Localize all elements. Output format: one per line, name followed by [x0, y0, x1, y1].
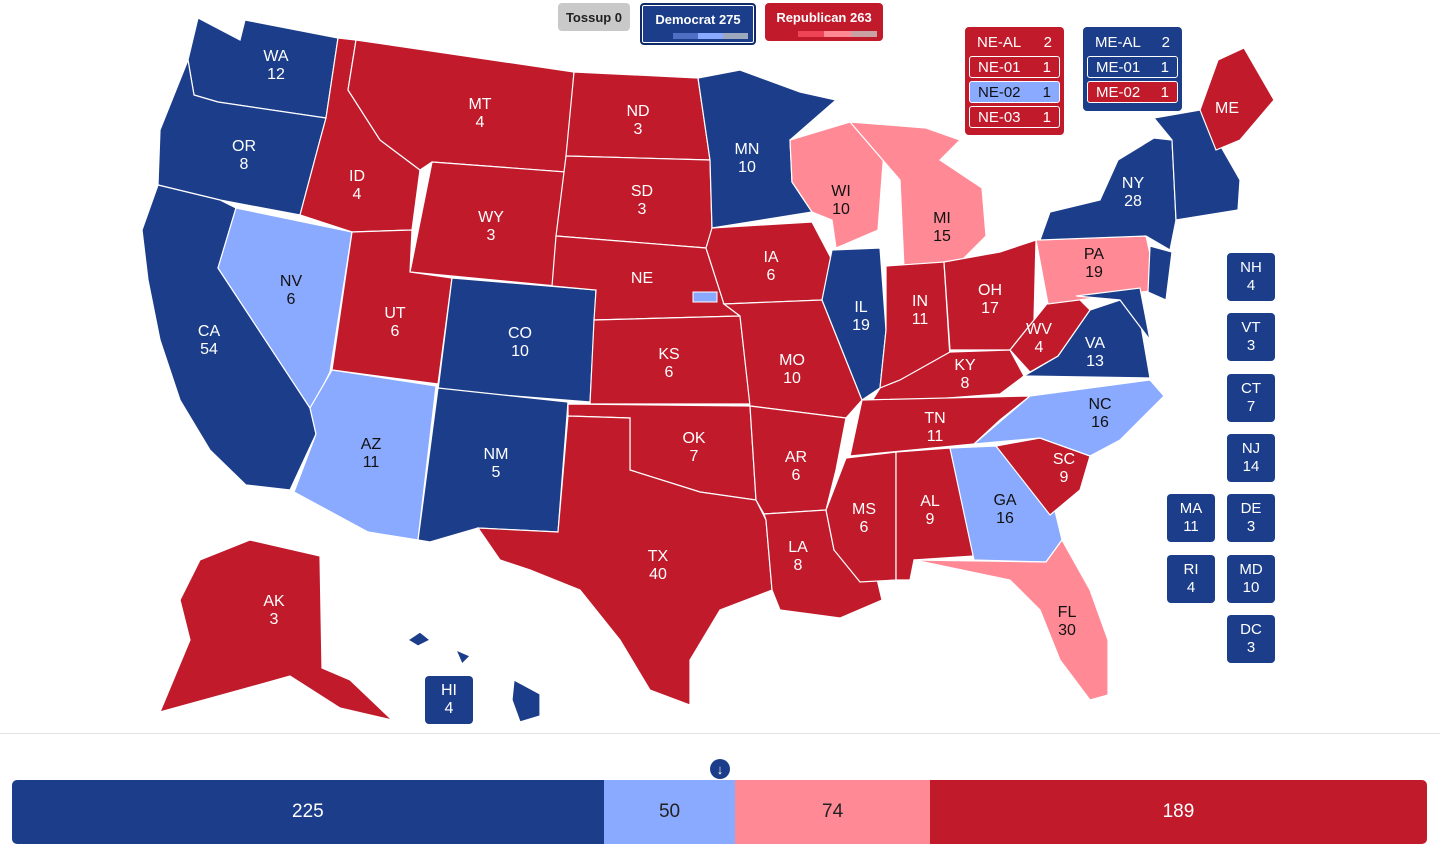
- tile-electoral-votes: 10: [1242, 579, 1260, 596]
- district-votes: 1: [1160, 83, 1169, 101]
- state-nj[interactable]: [1147, 245, 1173, 301]
- district-votes: 1: [1042, 58, 1051, 76]
- tile-electoral-votes: 3: [1246, 337, 1256, 354]
- district-label: ME-AL: [1095, 33, 1141, 51]
- district-row-ne-01[interactable]: NE-01 1: [969, 56, 1060, 78]
- state-tile-nj[interactable]: NJ 14: [1227, 434, 1275, 482]
- state-nd[interactable]: [565, 71, 711, 161]
- marker-glyph: ↓: [716, 761, 724, 777]
- state-tile-nh[interactable]: NH 4: [1227, 253, 1275, 301]
- ne-02-district-shape[interactable]: [692, 291, 718, 303]
- state-wv[interactable]: [1009, 295, 1091, 373]
- state-wy[interactable]: [409, 161, 567, 287]
- district-row-me-02[interactable]: ME-02 1: [1087, 81, 1178, 103]
- district-row-me-al[interactable]: ME-AL 2: [1087, 31, 1178, 53]
- map-divider: [0, 733, 1440, 734]
- maine-districts-panel: ME-AL 2 ME-01 1 ME-02 1: [1083, 27, 1182, 111]
- district-row-ne-al[interactable]: NE-AL 2: [969, 31, 1060, 53]
- district-votes: 1: [1042, 83, 1051, 101]
- nebraska-districts-panel: NE-AL 2 NE-01 1 NE-02 1 NE-03 1: [965, 27, 1064, 135]
- district-votes: 1: [1160, 58, 1169, 76]
- tile-abbr: MA: [1179, 500, 1203, 517]
- state-tile-ma[interactable]: MA 11: [1167, 494, 1215, 542]
- democrat-label: Democrat 275: [655, 12, 741, 27]
- state-fl[interactable]: [913, 538, 1109, 701]
- state-ia[interactable]: [705, 221, 833, 305]
- district-votes: 2: [1043, 33, 1052, 51]
- state-nc[interactable]: [972, 379, 1165, 457]
- state-co[interactable]: [437, 277, 597, 403]
- democrat-shade-bars: [648, 33, 748, 39]
- district-row-me-01[interactable]: ME-01 1: [1087, 56, 1178, 78]
- tossup-label: Tossup 0: [565, 10, 623, 25]
- district-label: ME-01: [1096, 58, 1141, 76]
- district-label: NE-01: [978, 58, 1021, 76]
- tile-abbr: DE: [1240, 500, 1262, 517]
- tile-electoral-votes: 14: [1242, 458, 1260, 475]
- tile-abbr: DC: [1240, 621, 1262, 638]
- state-tx[interactable]: [476, 415, 773, 706]
- tile-electoral-votes: 3: [1246, 518, 1256, 535]
- state-ks[interactable]: [589, 315, 751, 405]
- tally-segment-safe-r[interactable]: 189: [929, 780, 1427, 844]
- district-votes: 1: [1042, 108, 1051, 126]
- state-sc[interactable]: [994, 437, 1091, 516]
- tile-electoral-votes: 7: [1246, 398, 1256, 415]
- state-mi[interactable]: [848, 121, 987, 269]
- tile-abbr: RI: [1183, 561, 1199, 578]
- state-nm[interactable]: [417, 387, 569, 543]
- district-label: ME-02: [1096, 83, 1141, 101]
- district-row-ne-02[interactable]: NE-02 1: [969, 81, 1060, 103]
- state-tile-ri[interactable]: RI 4: [1167, 555, 1215, 603]
- tossup-button[interactable]: Tossup 0: [558, 3, 630, 31]
- tally-segment-lean-r[interactable]: 74: [735, 780, 930, 844]
- democrat-button[interactable]: Democrat 275: [640, 3, 756, 45]
- tally-value: 50: [658, 801, 681, 822]
- republican-label: Republican 263: [776, 10, 872, 25]
- district-label: NE-03: [978, 108, 1021, 126]
- state-il[interactable]: [821, 247, 887, 401]
- us-electoral-map: [141, 17, 1275, 723]
- republican-shade-bars: [771, 31, 877, 37]
- tile-electoral-votes: 4: [1246, 277, 1256, 294]
- electoral-tally-bar: 225 50 74 189: [12, 780, 1427, 844]
- tile-electoral-votes: 3: [1246, 639, 1256, 656]
- tile-electoral-votes: 11: [1183, 518, 1199, 535]
- state-md[interactable]: [1075, 287, 1151, 341]
- district-label: NE-AL: [977, 33, 1022, 51]
- tile-electoral-votes: 4: [1186, 579, 1196, 596]
- district-row-ne-03[interactable]: NE-03 1: [969, 106, 1060, 128]
- arrow-down-icon: ↓: [710, 759, 730, 779]
- tile-abbr: NH: [1240, 259, 1262, 276]
- state-hi[interactable]: [406, 631, 541, 723]
- state-tile-dc[interactable]: DC 3: [1227, 615, 1275, 663]
- tally-segment-safe-d[interactable]: 225: [12, 780, 604, 844]
- district-votes: 2: [1161, 33, 1170, 51]
- state-tile-md[interactable]: MD 10: [1227, 555, 1275, 603]
- state-ak[interactable]: [158, 539, 395, 722]
- tile-abbr: VT: [1241, 319, 1261, 336]
- tile-abbr: CT: [1241, 380, 1261, 397]
- republican-button[interactable]: Republican 263: [765, 3, 883, 41]
- state-me[interactable]: [1199, 47, 1275, 151]
- state-az[interactable]: [293, 369, 437, 541]
- tile-abbr: NJ: [1241, 440, 1261, 457]
- state-sd[interactable]: [555, 155, 713, 249]
- state-tn[interactable]: [849, 395, 1032, 457]
- tally-value: 74: [822, 801, 844, 822]
- tally-value: 225: [292, 801, 324, 822]
- state-tile-vt[interactable]: VT 3: [1227, 313, 1275, 361]
- state-tile-ct[interactable]: CT 7: [1227, 374, 1275, 422]
- state-ny[interactable]: [1039, 137, 1177, 251]
- tile-abbr: MD: [1239, 561, 1263, 578]
- district-label: NE-02: [978, 83, 1021, 101]
- tally-segment-lean-d[interactable]: 50: [603, 780, 736, 844]
- state-tile-de[interactable]: DE 3: [1227, 494, 1275, 542]
- tally-value: 189: [1162, 801, 1195, 822]
